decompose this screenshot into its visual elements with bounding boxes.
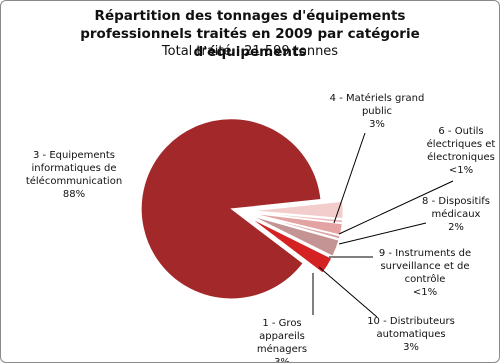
value-label: 3% xyxy=(403,342,419,353)
value-label: <1% xyxy=(412,287,438,298)
slice-label: 3 - Equipements informatiques de télécom… xyxy=(15,149,133,201)
slice-label: 6 - Outils électriques et électroniques <… xyxy=(425,125,497,177)
value-label: 88% xyxy=(62,189,86,200)
chart-subtitle: Total traité : 21 599 tonnes xyxy=(161,44,339,59)
pie-slice xyxy=(252,214,341,240)
pie-slice xyxy=(252,201,344,219)
chart-title: Répartition des tonnages d'équipements p… xyxy=(80,8,420,60)
slice-label: 1 - Gros appareils ménagers 3% xyxy=(241,317,323,363)
value-label: 3% xyxy=(369,119,385,130)
category-label: 4 - Matériels grand public xyxy=(329,93,425,117)
pie-slice xyxy=(251,215,340,257)
pie-slice xyxy=(252,213,343,236)
slice-label: 8 - Dispositifs médicaux 2% xyxy=(417,195,495,234)
leader-line xyxy=(333,132,366,224)
slice-label: 4 - Matériels grand public 3% xyxy=(329,92,425,131)
category-label: 6 - Outils électriques et électroniques xyxy=(426,126,496,163)
slice-label: 10 - Distributeurs automatiques 3% xyxy=(361,315,461,354)
value-label: 2% xyxy=(448,222,464,233)
value-label: <1% xyxy=(448,165,474,176)
value-label: 3% xyxy=(274,357,290,363)
pie-slice xyxy=(250,218,333,274)
category-label: 8 - Dispositifs médicaux xyxy=(422,196,490,220)
slice-label: 9 - Instruments de surveillance et de co… xyxy=(373,247,477,299)
category-label: 9 - Instruments de surveillance et de co… xyxy=(378,248,472,285)
category-label: 3 - Equipements informatiques de télécom… xyxy=(25,150,123,187)
category-label: 1 - Gros appareils ménagers xyxy=(256,318,308,355)
leader-line xyxy=(338,222,427,245)
pie-slice xyxy=(252,211,344,224)
leader-line xyxy=(318,266,378,318)
pie-slice xyxy=(140,118,322,300)
category-label: 10 - Distributeurs automatiques xyxy=(367,316,455,340)
leader-line xyxy=(338,180,454,235)
